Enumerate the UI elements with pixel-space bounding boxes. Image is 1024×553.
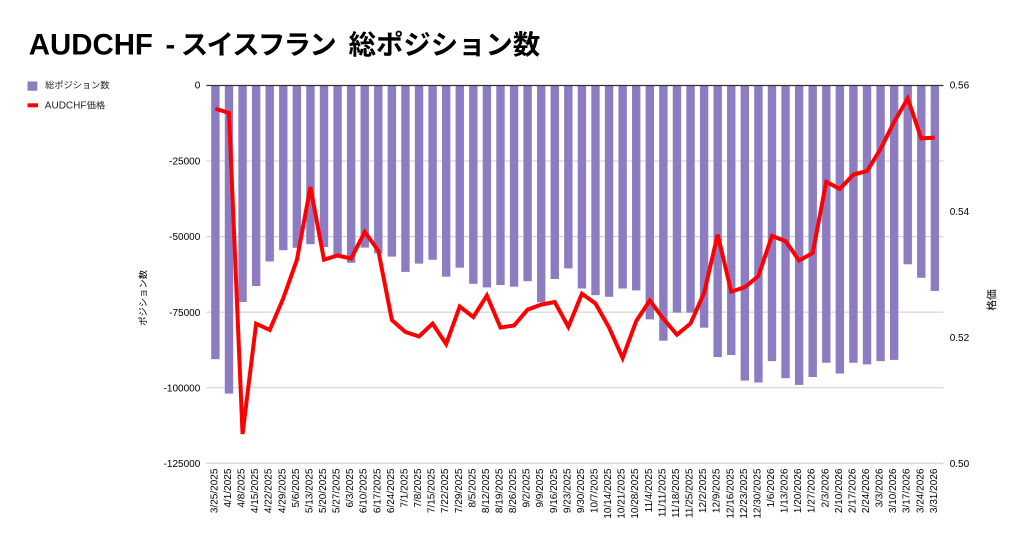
svg-text:4/8/2025: 4/8/2025 — [237, 468, 248, 507]
svg-text:11/11/2025: 11/11/2025 — [657, 468, 668, 517]
svg-text:7/22/2025: 7/22/2025 — [440, 468, 451, 513]
svg-text:8/5/2025: 8/5/2025 — [467, 468, 478, 507]
svg-text:2/10/2026: 2/10/2026 — [834, 468, 845, 513]
svg-text:12/23/2025: 12/23/2025 — [739, 468, 750, 518]
svg-text:-25000: -25000 — [169, 157, 201, 168]
svg-text:4/15/2025: 4/15/2025 — [250, 468, 261, 513]
svg-text:3/10/2026: 3/10/2026 — [888, 468, 899, 513]
svg-text:5/20/2025: 5/20/2025 — [318, 468, 329, 513]
svg-text:0.52: 0.52 — [950, 333, 970, 344]
svg-text:-: - — [166, 29, 176, 61]
svg-text:3/31/2026: 3/31/2026 — [929, 468, 940, 513]
svg-text:9/23/2025: 9/23/2025 — [562, 468, 573, 513]
svg-text:8/19/2025: 8/19/2025 — [494, 468, 505, 513]
svg-text:-100000: -100000 — [164, 383, 201, 394]
svg-text:9/9/2025: 9/9/2025 — [535, 468, 546, 507]
svg-text:9/16/2025: 9/16/2025 — [549, 468, 560, 513]
svg-text:2/17/2026: 2/17/2026 — [847, 468, 858, 513]
svg-text:5/27/2025: 5/27/2025 — [332, 468, 343, 513]
svg-text:1/20/2026: 1/20/2026 — [793, 468, 804, 513]
svg-text:7/1/2025: 7/1/2025 — [399, 468, 410, 507]
svg-text:10/21/2025: 10/21/2025 — [617, 468, 628, 518]
svg-text:7/29/2025: 7/29/2025 — [454, 468, 465, 513]
svg-text:0.54: 0.54 — [950, 207, 970, 218]
svg-text:6/17/2025: 6/17/2025 — [372, 468, 383, 513]
svg-text:2/3/2026: 2/3/2026 — [820, 468, 831, 507]
svg-text:5/13/2025: 5/13/2025 — [304, 468, 315, 513]
svg-text:3/24/2026: 3/24/2026 — [915, 468, 926, 513]
svg-text:AUDCHF: AUDCHF — [29, 28, 153, 61]
svg-text:12/2/2025: 12/2/2025 — [698, 468, 709, 513]
svg-text:5/6/2025: 5/6/2025 — [291, 468, 302, 507]
svg-text:0.56: 0.56 — [950, 81, 970, 92]
svg-text:11/4/2025: 11/4/2025 — [644, 468, 655, 512]
svg-text:0.50: 0.50 — [950, 459, 970, 470]
svg-text:12/16/2025: 12/16/2025 — [725, 468, 736, 518]
svg-text:9/2/2025: 9/2/2025 — [522, 468, 533, 507]
svg-text:-125000: -125000 — [164, 459, 201, 470]
svg-text:6/24/2025: 6/24/2025 — [386, 468, 397, 513]
svg-text:6/10/2025: 6/10/2025 — [359, 468, 370, 513]
svg-text:4/1/2025: 4/1/2025 — [223, 468, 234, 507]
svg-text:-50000: -50000 — [169, 232, 201, 243]
svg-text:10/28/2025: 10/28/2025 — [630, 468, 641, 518]
svg-text:4/29/2025: 4/29/2025 — [277, 468, 288, 513]
svg-text:4/22/2025: 4/22/2025 — [264, 468, 275, 513]
svg-text:8/12/2025: 8/12/2025 — [481, 468, 492, 513]
svg-text:3/17/2026: 3/17/2026 — [902, 468, 913, 513]
svg-text:0: 0 — [195, 81, 201, 92]
svg-text:11/25/2025: 11/25/2025 — [685, 468, 696, 518]
svg-text:7/8/2025: 7/8/2025 — [413, 468, 424, 507]
svg-text:9/30/2025: 9/30/2025 — [576, 468, 587, 513]
svg-text:AUDCHF: AUDCHF — [45, 101, 87, 112]
svg-text:10/14/2025: 10/14/2025 — [603, 468, 614, 518]
svg-text:7/15/2025: 7/15/2025 — [427, 468, 438, 513]
svg-text:-75000: -75000 — [169, 308, 201, 319]
svg-text:8/26/2025: 8/26/2025 — [508, 468, 519, 513]
svg-text:11/18/2025: 11/18/2025 — [671, 468, 682, 518]
svg-text:6/3/2025: 6/3/2025 — [345, 468, 356, 507]
svg-text:3/25/2025: 3/25/2025 — [209, 468, 220, 513]
svg-text:1/6/2026: 1/6/2026 — [766, 468, 777, 507]
svg-text:3/3/2026: 3/3/2026 — [875, 468, 886, 507]
svg-text:1/27/2026: 1/27/2026 — [807, 468, 818, 513]
svg-text:2/24/2026: 2/24/2026 — [861, 468, 872, 513]
svg-text:10/7/2025: 10/7/2025 — [590, 468, 601, 513]
svg-text:1/13/2026: 1/13/2026 — [780, 468, 791, 513]
svg-text:12/30/2025: 12/30/2025 — [752, 468, 763, 518]
svg-text:12/9/2025: 12/9/2025 — [712, 468, 723, 513]
